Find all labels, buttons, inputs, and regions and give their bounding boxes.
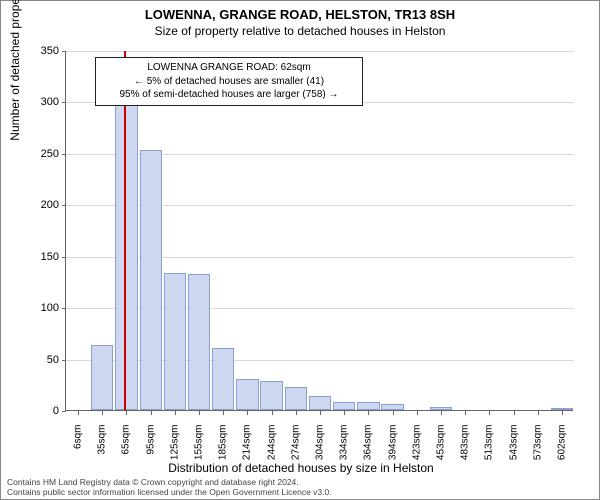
xtick-mark	[223, 411, 224, 415]
ytick-mark	[62, 257, 66, 258]
histogram-bar	[188, 274, 210, 410]
histogram-bar	[115, 99, 137, 410]
histogram-bar	[164, 273, 186, 410]
histogram-bar	[357, 402, 379, 410]
callout-line1: LOWENNA GRANGE ROAD: 62sqm	[102, 61, 356, 75]
ytick-mark	[62, 51, 66, 52]
xtick-mark	[78, 411, 79, 415]
xtick-mark	[320, 411, 321, 415]
histogram-bar	[381, 404, 403, 410]
xtick-mark	[296, 411, 297, 415]
xtick-mark	[344, 411, 345, 415]
xtick-mark	[247, 411, 248, 415]
ytick-label: 50	[19, 354, 59, 366]
ytick-mark	[62, 154, 66, 155]
ytick-label: 100	[19, 302, 59, 314]
ytick-mark	[62, 205, 66, 206]
ytick-mark	[62, 102, 66, 103]
ytick-label: 250	[19, 148, 59, 160]
ytick-label: 200	[19, 199, 59, 211]
plot-area: 6sqm35sqm65sqm95sqm125sqm155sqm185sqm214…	[65, 51, 573, 411]
xtick-mark	[368, 411, 369, 415]
xtick-mark	[126, 411, 127, 415]
histogram-bar	[140, 150, 162, 410]
footer-line1: Contains HM Land Registry data © Crown c…	[7, 477, 332, 487]
callout-line3: 95% of semi-detached houses are larger (…	[102, 88, 356, 102]
ytick-mark	[62, 360, 66, 361]
histogram-bar	[551, 408, 573, 410]
xtick-mark	[514, 411, 515, 415]
x-axis-label: Distribution of detached houses by size …	[1, 461, 600, 475]
ytick-label: 0	[19, 405, 59, 417]
ytick-label: 350	[19, 45, 59, 57]
xtick-mark	[175, 411, 176, 415]
ytick-label: 300	[19, 96, 59, 108]
chart-subtitle: Size of property relative to detached ho…	[1, 24, 599, 38]
xtick-mark	[489, 411, 490, 415]
xtick-mark	[272, 411, 273, 415]
histogram-bar	[260, 381, 282, 410]
chart-container: LOWENNA, GRANGE ROAD, HELSTON, TR13 8SH …	[0, 0, 600, 500]
xtick-mark	[465, 411, 466, 415]
xtick-mark	[151, 411, 152, 415]
gridline	[66, 51, 574, 52]
footer-attribution: Contains HM Land Registry data © Crown c…	[7, 477, 332, 497]
histogram-bar	[236, 379, 258, 410]
xtick-mark	[441, 411, 442, 415]
chart-title: LOWENNA, GRANGE ROAD, HELSTON, TR13 8SH	[1, 7, 599, 22]
ytick-mark	[62, 308, 66, 309]
callout-line2: ← 5% of detached houses are smaller (41)	[102, 75, 356, 89]
ytick-label: 150	[19, 251, 59, 263]
histogram-bar	[333, 402, 355, 410]
xtick-mark	[562, 411, 563, 415]
xtick-mark	[538, 411, 539, 415]
histogram-bar	[212, 348, 234, 410]
xtick-mark	[393, 411, 394, 415]
callout-box: LOWENNA GRANGE ROAD: 62sqm ← 5% of detac…	[95, 57, 363, 106]
histogram-bar	[285, 387, 307, 410]
xtick-mark	[102, 411, 103, 415]
xtick-mark	[417, 411, 418, 415]
histogram-bar	[91, 345, 113, 410]
histogram-bar	[430, 407, 452, 410]
footer-line2: Contains public sector information licen…	[7, 487, 332, 497]
histogram-bar	[309, 396, 331, 410]
xtick-mark	[199, 411, 200, 415]
ytick-mark	[62, 411, 66, 412]
